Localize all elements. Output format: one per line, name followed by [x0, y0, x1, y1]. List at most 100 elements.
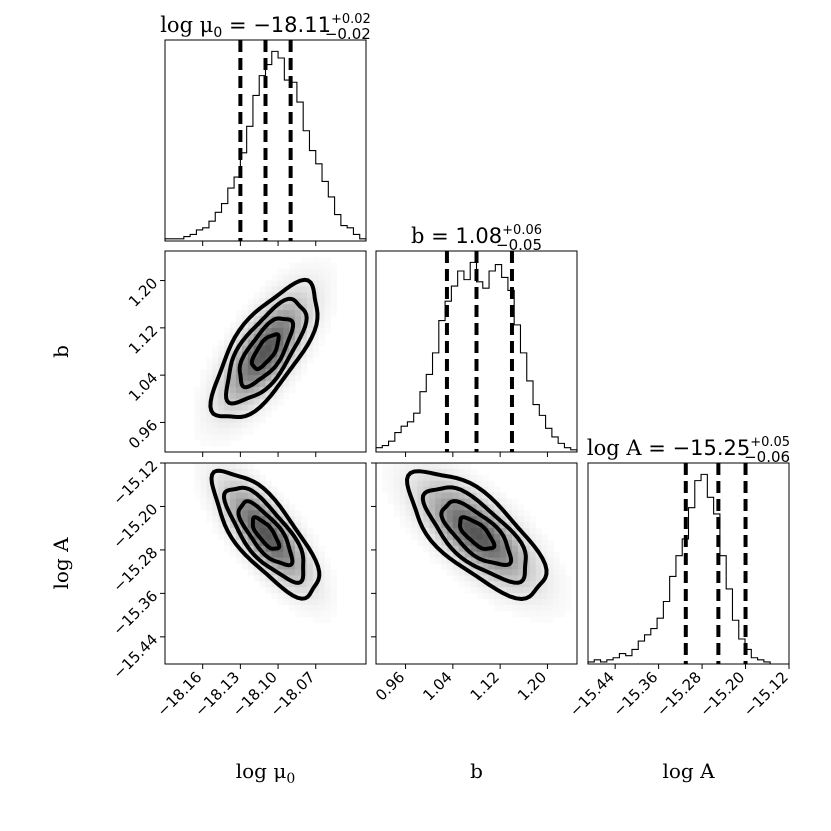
density-cell	[259, 410, 266, 417]
density-cell	[500, 593, 507, 600]
density-cell	[247, 298, 255, 305]
density-cell	[289, 386, 296, 394]
density-cell	[283, 280, 290, 287]
density-cell	[247, 504, 255, 511]
density-cell	[559, 587, 566, 594]
density-cell	[517, 557, 525, 564]
density-cell	[318, 304, 326, 311]
density-cell	[300, 357, 308, 364]
density-cell	[277, 274, 284, 281]
density-cell	[218, 410, 225, 417]
density-cell	[295, 268, 302, 276]
density-cell	[488, 593, 495, 600]
density-cell	[247, 422, 255, 429]
x-axis-label-b: b	[470, 759, 483, 783]
density-cell	[476, 504, 483, 511]
density-cell	[470, 581, 477, 588]
density-cell	[511, 557, 519, 564]
density-cell	[235, 416, 243, 423]
density-cell	[330, 298, 337, 305]
density-cell	[330, 581, 337, 588]
pair-panel-log_mu0-log_A	[194, 463, 337, 624]
density-cell	[271, 274, 278, 281]
density-cell	[517, 522, 525, 529]
density-cell	[235, 310, 243, 317]
density-cell	[330, 292, 337, 299]
density-cell	[446, 516, 454, 523]
density-cell	[559, 575, 566, 582]
density-cell	[259, 492, 266, 499]
density-cell	[265, 516, 272, 523]
density-cell	[194, 386, 201, 394]
density-cell	[277, 392, 284, 400]
density-cell	[399, 516, 406, 523]
density-cell	[553, 593, 560, 600]
density-cell	[224, 434, 231, 441]
density-cell	[218, 351, 225, 358]
density-cell	[212, 357, 219, 364]
density-cell	[511, 510, 519, 517]
density-cell	[330, 610, 337, 618]
density-cell	[230, 369, 237, 376]
density-cell	[306, 563, 314, 570]
density-cell	[541, 545, 548, 553]
density-cell	[271, 310, 278, 317]
density-cell	[547, 545, 554, 553]
density-cell	[482, 551, 489, 558]
density-cell	[511, 498, 519, 505]
density-cell	[318, 598, 326, 606]
density-cell	[312, 604, 320, 612]
density-cell	[241, 316, 249, 323]
density-cell	[289, 516, 296, 523]
density-cell	[318, 593, 326, 600]
density-cell	[289, 274, 296, 281]
density-cell	[218, 381, 225, 388]
density-cell	[230, 428, 237, 435]
density-cell	[206, 422, 213, 429]
density-cell	[206, 381, 213, 388]
density-cell	[405, 528, 412, 535]
density-cell	[393, 510, 401, 517]
density-cell	[212, 369, 219, 376]
density-cell	[247, 563, 255, 570]
density-cell	[464, 498, 471, 505]
density-cell	[295, 598, 302, 606]
density-cell	[230, 327, 237, 335]
density-cell	[381, 480, 389, 488]
density-cell	[423, 480, 430, 488]
density-cell	[511, 539, 519, 547]
density-cell	[218, 480, 225, 488]
density-cell	[494, 569, 501, 576]
title-error-minus: −0.02	[325, 25, 371, 43]
density-cell	[265, 286, 272, 293]
density-cell	[482, 486, 489, 493]
density-cell	[230, 510, 237, 517]
density-cell	[482, 587, 489, 594]
density-cell	[265, 280, 272, 287]
density-cell	[517, 575, 525, 582]
density-cell	[488, 539, 495, 547]
density-cell	[405, 522, 412, 529]
x-tick-label: −15.12	[740, 668, 792, 720]
density-cell	[441, 498, 448, 505]
density-cell	[306, 321, 314, 329]
density-cell	[224, 539, 231, 547]
density-cell	[476, 516, 483, 523]
contour-line	[236, 499, 295, 568]
density-cell	[224, 416, 231, 423]
density-cell	[330, 604, 337, 612]
density-cell	[330, 286, 337, 293]
density-cell	[212, 404, 219, 412]
density-cell	[206, 363, 213, 370]
density-cell	[247, 386, 255, 394]
density-cell	[458, 581, 466, 588]
density-cell	[476, 569, 483, 576]
density-cell	[429, 528, 436, 535]
density-cell	[306, 569, 314, 576]
density-cell	[393, 480, 401, 488]
density-cell	[277, 268, 284, 276]
density-cell	[259, 321, 266, 329]
density-cell	[300, 598, 308, 606]
density-cell	[218, 522, 225, 529]
density-cell	[529, 522, 537, 529]
